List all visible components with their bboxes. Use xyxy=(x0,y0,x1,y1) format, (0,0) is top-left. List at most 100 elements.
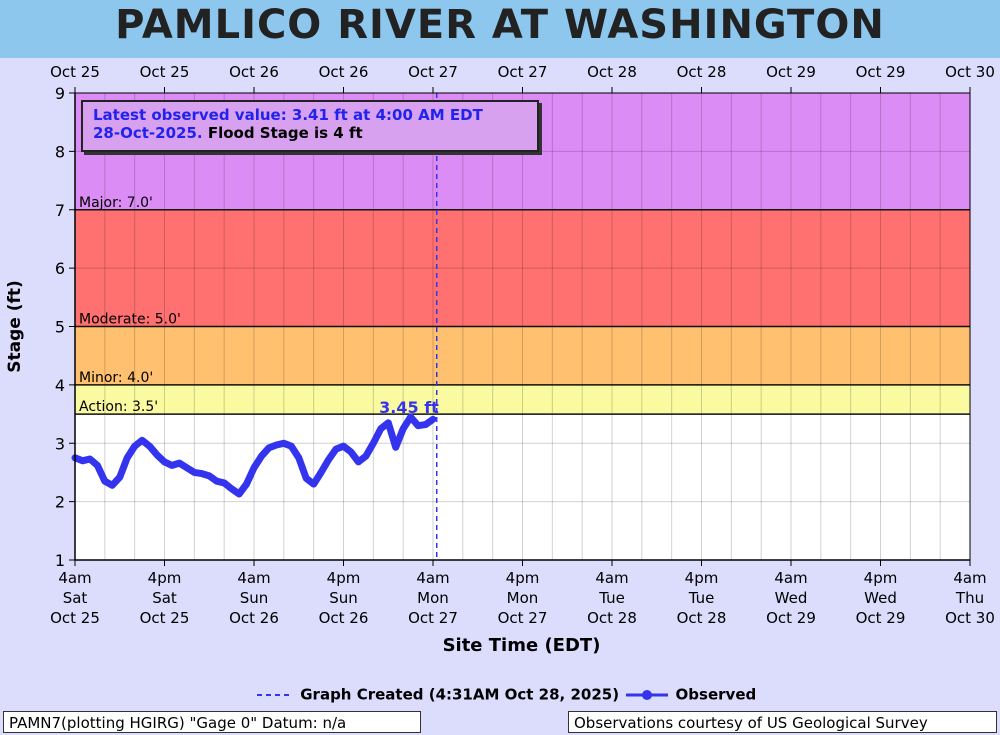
observed-point xyxy=(118,475,122,479)
latest-observation-line1: Latest observed value: 3.41 ft at 4:00 A… xyxy=(93,106,483,124)
bottom-tick-label: Oct 25 xyxy=(50,609,100,627)
bottom-tick-label: Tue xyxy=(688,589,715,607)
top-tick-label: Oct 26 xyxy=(229,63,279,81)
bottom-tick-label: Oct 25 xyxy=(140,609,190,627)
bottom-tick-label: 4am xyxy=(58,569,91,587)
observed-point xyxy=(163,460,166,464)
x-axis-title: Site Time (EDT) xyxy=(443,635,601,656)
bottom-tick-label: Oct 28 xyxy=(677,609,727,627)
graph-created-legend-label: Graph Created (4:31AM Oct 28, 2025) xyxy=(300,685,620,704)
observed-point xyxy=(215,479,219,483)
observed-point xyxy=(274,443,278,447)
bottom-tick-label: Oct 29 xyxy=(856,609,906,627)
footer-gauge-info: PAMN7(plotting HGIRG) "Gage 0" Datum: n/… xyxy=(3,711,421,733)
observed-point xyxy=(80,459,84,463)
observed-point xyxy=(110,483,114,487)
bottom-tick-label: Wed xyxy=(775,589,808,607)
observed-point xyxy=(252,466,256,470)
observed-point xyxy=(386,421,390,425)
observed-point xyxy=(289,444,293,448)
moderate-band xyxy=(75,209,970,327)
bottom-tick-label: Oct 27 xyxy=(408,609,458,627)
observed-point xyxy=(237,492,241,496)
observed-point xyxy=(222,481,226,485)
y-tick-label: 4 xyxy=(55,376,65,395)
observed-point xyxy=(394,445,398,449)
observed-point xyxy=(364,454,368,458)
top-tick-label: Oct 25 xyxy=(50,63,100,81)
top-tick-label: Oct 25 xyxy=(140,63,190,81)
top-tick-label: Oct 29 xyxy=(856,63,906,81)
graph-created-legend-swatch xyxy=(257,693,293,696)
bottom-tick-label: Sat xyxy=(63,589,88,607)
minor-label: Minor: 4.0' xyxy=(79,370,153,386)
bottom-tick-label: 4am xyxy=(953,569,986,587)
moderate-label: Moderate: 5.0' xyxy=(79,312,181,328)
observed-point xyxy=(379,427,383,431)
bottom-tick-label: 4am xyxy=(595,569,628,587)
observed-point xyxy=(424,423,428,427)
observed-point xyxy=(140,438,144,442)
peak-value-label: 3.45 ft xyxy=(379,398,439,417)
action-band xyxy=(75,384,970,415)
observed-point xyxy=(297,456,301,460)
major-label: Major: 7.0' xyxy=(79,195,153,211)
footer-credit: Observations courtesy of US Geological S… xyxy=(568,711,997,733)
y-tick-label: 2 xyxy=(55,493,65,512)
flood-stage-note: Flood Stage is 4 ft xyxy=(207,124,363,142)
bottom-tick-label: Oct 27 xyxy=(498,609,548,627)
bottom-tick-label: Oct 28 xyxy=(587,609,637,627)
action-label: Action: 3.5' xyxy=(79,399,158,415)
observed-point xyxy=(245,482,249,486)
top-tick-label: Oct 27 xyxy=(408,63,458,81)
observed-point xyxy=(148,444,152,448)
observed-point xyxy=(327,458,331,462)
observed-point xyxy=(401,427,405,431)
bottom-tick-label: 4am xyxy=(416,569,449,587)
observed-point xyxy=(334,447,338,451)
bottom-tick-label: Wed xyxy=(864,589,897,607)
bottom-tick-label: Mon xyxy=(507,589,539,607)
observed-point xyxy=(304,476,308,480)
bottom-tick-label: Thu xyxy=(955,589,984,607)
bottom-tick-label: Sun xyxy=(329,589,358,607)
bottom-tick-label: 4pm xyxy=(685,569,719,587)
bottom-tick-label: Oct 26 xyxy=(229,609,279,627)
page-title: PAMLICO RIVER AT WASHINGTON xyxy=(115,2,885,48)
observed-point xyxy=(342,444,345,448)
observed-point xyxy=(88,457,92,461)
bottom-tick-label: 4am xyxy=(237,569,270,587)
y-tick-label: 7 xyxy=(55,201,65,220)
y-tick-label: 3 xyxy=(55,434,65,453)
minor-band xyxy=(75,326,970,385)
y-tick-label: 8 xyxy=(55,142,65,161)
observed-series: 3.45 ft xyxy=(71,93,439,560)
observed-point xyxy=(259,454,263,458)
y-tick-label: 5 xyxy=(55,318,65,337)
top-tick-label: Oct 28 xyxy=(677,63,727,81)
observed-legend-swatch xyxy=(626,689,669,700)
bottom-tick-label: Sun xyxy=(240,589,269,607)
top-tick-label: Oct 26 xyxy=(319,63,369,81)
observed-point xyxy=(312,482,316,486)
bottom-tick-label: 4am xyxy=(774,569,807,587)
bottom-tick-label: 4pm xyxy=(327,569,361,587)
observed-point xyxy=(267,446,271,450)
top-tick-label: Oct 29 xyxy=(766,63,816,81)
observed-point xyxy=(200,472,204,476)
bottom-tick-label: 4pm xyxy=(148,569,182,587)
y-tick-label: 6 xyxy=(55,259,65,278)
bottom-tick-label: Oct 29 xyxy=(766,609,816,627)
top-tick-label: Oct 27 xyxy=(498,63,548,81)
bottom-tick-label: Oct 30 xyxy=(945,609,995,627)
y-axis-title: Stage (ft) xyxy=(5,280,25,373)
top-tick-label: Oct 28 xyxy=(587,63,637,81)
bottom-tick-label: Tue xyxy=(598,589,625,607)
observed-point xyxy=(177,461,181,465)
observed-point xyxy=(230,487,234,491)
observed-legend-label: Observed xyxy=(675,685,757,704)
bottom-tick-label: Sat xyxy=(152,589,177,607)
observed-point xyxy=(371,441,375,445)
top-tick-label: Oct 30 xyxy=(945,63,995,81)
observed-point xyxy=(431,417,435,421)
